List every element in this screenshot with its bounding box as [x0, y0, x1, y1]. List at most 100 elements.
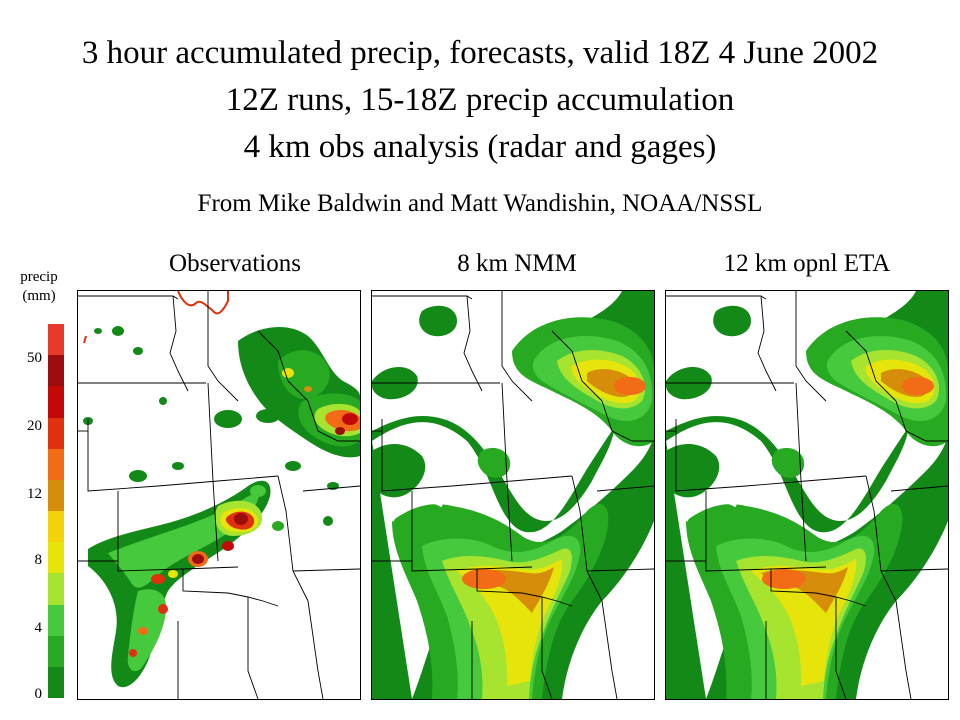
precip-gap: [390, 499, 443, 522]
state-boundary: [845, 330, 897, 402]
precip-max: [138, 627, 148, 635]
precip-gap: [814, 428, 868, 468]
state-boundary: [835, 597, 847, 699]
precip-field: [372, 291, 654, 699]
state-boundary: [87, 419, 279, 492]
legend-swatch: [48, 479, 64, 512]
state-boundary: [541, 597, 553, 699]
precip-area: [419, 305, 457, 337]
precip-gap: [684, 499, 737, 522]
precip-cell: [159, 397, 167, 405]
precip-area: [666, 444, 720, 498]
legend-tick-label: 4: [34, 620, 43, 636]
state-boundary: [551, 330, 603, 402]
title-block: 3 hour accumulated precip, forecasts, va…: [0, 30, 960, 171]
state-boundary: [207, 291, 239, 402]
state-boundary: [292, 568, 360, 572]
state-boundary: [865, 475, 897, 602]
precip-area: [771, 447, 805, 478]
legend-color-bar: [48, 324, 64, 699]
precip-contour: [83, 335, 87, 344]
legend-tick-label: 20: [27, 418, 42, 434]
state-boundary: [207, 382, 219, 562]
state-boundary: [307, 400, 360, 442]
precip-max: [234, 513, 248, 525]
precip-cell: [94, 328, 102, 334]
panel-label-nmm: 8 km NMM: [457, 250, 577, 277]
legend-swatch: [48, 386, 64, 418]
state-boundary: [601, 400, 654, 442]
panel-label-eta: 12 km opnl ETA: [723, 250, 891, 277]
state-boundary: [770, 569, 867, 607]
state-boundary: [247, 597, 259, 699]
precip-max: [129, 649, 137, 657]
precip-area: [477, 447, 511, 478]
state-boundaries: [78, 291, 360, 699]
panel-label-observations: Observations: [169, 250, 301, 277]
precip-cell: [256, 409, 280, 423]
legend-title-units: (mm): [22, 288, 56, 304]
precip-max: [762, 569, 806, 589]
precip-max: [168, 570, 178, 578]
legend-swatch: [48, 417, 64, 450]
precip-max: [902, 377, 934, 395]
state-boundary: [381, 419, 573, 492]
precip-area: [713, 305, 751, 337]
state-boundary: [757, 295, 777, 392]
legend-swatch: [48, 355, 64, 387]
legend-swatch: [48, 448, 64, 481]
state-boundary: [78, 295, 179, 300]
state-boundary: [895, 400, 948, 442]
precip-cell: [133, 347, 143, 355]
precip-cell: [250, 485, 266, 497]
state-boundary: [476, 569, 573, 607]
legend-swatch: [48, 635, 64, 668]
precip-max: [304, 386, 312, 392]
legend-swatch: [48, 573, 64, 605]
legend-swatch: [48, 666, 64, 699]
map-observations: [77, 290, 361, 700]
state-boundary: [601, 600, 618, 699]
precip-max: [192, 554, 204, 564]
precip-max: [158, 604, 168, 614]
state-boundary: [705, 491, 827, 572]
precip-contour: [177, 291, 229, 315]
precip-gap: [520, 428, 574, 468]
state-boundary: [501, 291, 533, 402]
state-boundary: [795, 291, 827, 402]
legend-tick-label: 12: [27, 486, 42, 502]
precip-max: [282, 368, 294, 378]
precip-cell: [323, 516, 333, 526]
precip-max: [462, 569, 506, 589]
legend-swatch: [48, 604, 64, 637]
state-boundary: [795, 382, 807, 562]
legend-title-precip: precip: [20, 269, 58, 285]
legend-swatch: [48, 324, 64, 356]
precip-max: [151, 574, 165, 584]
precip-field: [83, 291, 360, 688]
precip-max: [614, 377, 646, 395]
precip-cell: [285, 461, 301, 471]
state-boundaries: [372, 291, 654, 699]
precip-cell: [272, 521, 284, 531]
title-line-3: 4 km obs analysis (radar and gages): [243, 129, 717, 165]
state-boundary: [463, 295, 483, 392]
precip-max: [222, 541, 234, 551]
state-boundary: [895, 600, 912, 699]
legend-title: precip (mm): [12, 268, 66, 306]
legend-tick-label: 50: [27, 350, 42, 366]
state-boundaries: [666, 291, 948, 699]
state-boundary: [596, 485, 654, 492]
state-boundary: [501, 382, 513, 562]
legend-swatch: [48, 542, 64, 574]
state-boundary: [169, 295, 189, 392]
state-boundary: [890, 485, 948, 492]
legend-tick-label: 8: [34, 552, 43, 568]
state-boundary: [411, 491, 533, 572]
state-boundary: [302, 485, 360, 492]
state-boundary: [880, 568, 948, 572]
state-boundary: [307, 600, 324, 699]
state-boundary: [277, 475, 309, 602]
state-boundary: [257, 330, 309, 402]
legend-swatch: [48, 511, 64, 543]
